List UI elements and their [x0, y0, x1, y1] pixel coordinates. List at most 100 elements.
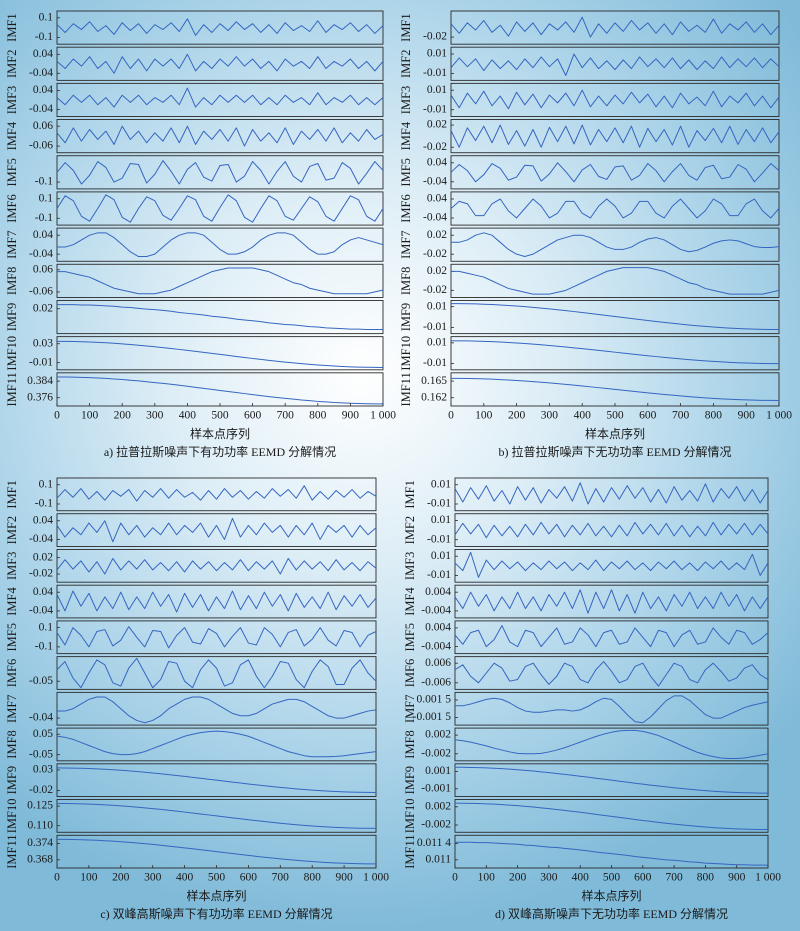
imf-trace [454, 729, 769, 759]
y-axis-label: IMF4 [5, 121, 19, 150]
y-axis-label: IMF2 [403, 516, 417, 544]
y-tick-label: -0.05 [29, 675, 53, 687]
x-tick-label: 200 [508, 410, 526, 422]
y-axis-label: IMF8 [5, 730, 19, 758]
y-tick-label: 0.368 [27, 853, 53, 865]
plot-frame [454, 691, 769, 726]
plot-frame [450, 300, 780, 335]
y-tick-label: -0.04 [423, 212, 447, 224]
y-tick-label: 0.06 [33, 120, 53, 132]
y-axis-label: IMF10 [5, 799, 19, 834]
y-tick-label: -0.004 [421, 640, 451, 652]
x-tick-label: 900 [342, 410, 360, 422]
y-tick-label: -0.04 [29, 248, 53, 260]
x-axis-label: 样本点序列 [581, 888, 641, 903]
y-tick-label: 0.03 [33, 764, 53, 776]
y-axis-label: IMF6 [5, 194, 19, 222]
plot-frame [56, 263, 384, 298]
y-tick-label: 0.02 [33, 302, 53, 314]
imf-trace [450, 340, 780, 365]
imf-trace [450, 377, 780, 401]
y-tick-label: 0.02 [427, 119, 447, 131]
y-tick-label: 0.04 [427, 193, 447, 205]
imf-trace [454, 551, 769, 578]
plot-frame [454, 799, 769, 833]
panel-caption: b) 拉普拉斯噪声下无功功率 EEMD 分解情况 [499, 444, 732, 459]
x-tick-label: 600 [244, 410, 262, 422]
y-tick-label: -0.1 [35, 498, 53, 510]
y-tick-label: -0.002 [421, 747, 451, 759]
imf-trace [56, 767, 377, 793]
x-tick-label: 100 [478, 872, 496, 884]
x-tick-label: 400 [574, 410, 592, 422]
y-tick-label: 0.011 4 [417, 837, 451, 849]
y-tick-label: 0.001 [425, 765, 451, 777]
y-tick-label: -0.01 [423, 103, 447, 115]
imf-trace [56, 53, 384, 74]
y-tick-label: 0.04 [33, 514, 53, 526]
imf-trace [57, 304, 383, 330]
y-tick-label: -0.01 [427, 569, 451, 581]
y-axis-label: IMF3 [403, 552, 417, 580]
imf-trace [56, 160, 384, 185]
y-axis-label: IMF6 [403, 659, 417, 687]
imf-trace [56, 590, 377, 613]
x-axis-label: 样本点序列 [186, 888, 246, 903]
y-tick-label: -0.02 [29, 784, 53, 796]
imf-trace [455, 766, 768, 794]
plot-frame [56, 155, 384, 190]
y-tick-label: -0.1 [35, 31, 53, 43]
imf-trace [450, 124, 780, 148]
y-tick-label: 0.04 [33, 84, 53, 96]
y-tick-label: 0.02 [427, 265, 447, 277]
plot-frame [56, 227, 384, 262]
imf-trace [56, 125, 384, 147]
imf-trace [56, 18, 384, 36]
y-axis-label: IMF7 [399, 230, 413, 258]
y-tick-label: 0.02 [427, 229, 447, 241]
imf-trace [450, 162, 780, 183]
x-tick-label: 100 [81, 410, 99, 422]
x-tick-label: 200 [114, 410, 132, 422]
x-tick-label: 0 [452, 872, 458, 884]
imf-trace [450, 16, 780, 38]
x-tick-label: 1 000 [755, 872, 781, 884]
x-tick-label: 100 [80, 872, 98, 884]
y-tick-label: 0.01 [431, 514, 451, 526]
y-axis-label: IMF7 [403, 694, 417, 722]
y-tick-label: -0.04 [29, 67, 53, 79]
y-tick-label: -0.06 [29, 140, 53, 152]
y-axis-label: IMF10 [399, 336, 413, 371]
y-axis-label: IMF8 [5, 267, 19, 295]
y-tick-label: 0.01 [431, 478, 451, 490]
y-tick-label: -0.1 [35, 641, 53, 653]
y-tick-label: -0.04 [29, 103, 53, 115]
plot-frame [56, 799, 377, 833]
y-tick-label: -0.002 [421, 819, 451, 831]
y-axis-label: IMF3 [5, 552, 19, 580]
plot-frame [56, 727, 377, 762]
y-axis-label: IMF7 [5, 230, 19, 258]
plot-frame [56, 336, 384, 371]
y-tick-label: 0.125 [27, 800, 53, 812]
y-tick-label: 0.01 [431, 550, 451, 562]
x-tick-label: 700 [272, 872, 290, 884]
y-tick-label: -0.1 [35, 212, 53, 224]
x-tick-label: 400 [179, 410, 197, 422]
plot-frame [56, 584, 377, 619]
imf-trace [56, 340, 384, 368]
x-tick-label: 1 000 [766, 410, 792, 422]
y-axis-label: IMF1 [399, 13, 413, 41]
plot-frame [56, 372, 384, 407]
y-axis-label: IMF11 [399, 372, 413, 406]
x-tick-label: 900 [335, 872, 353, 884]
y-axis-label: IMF5 [403, 623, 417, 651]
imf-trace [57, 376, 383, 405]
imf-trace [56, 194, 384, 223]
plot-frame [56, 549, 377, 583]
plot-frame [56, 10, 384, 45]
y-tick-label: 0.04 [33, 48, 53, 60]
x-tick-label: 1 000 [363, 872, 389, 884]
